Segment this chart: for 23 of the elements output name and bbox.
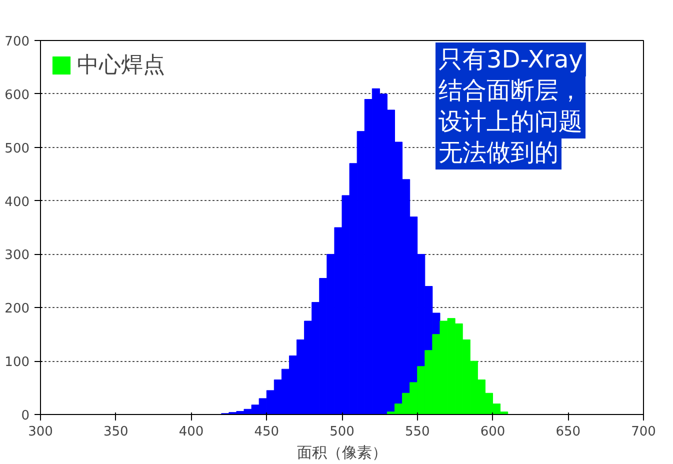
annotation: 结合面断层， [438,76,582,104]
y-tick-label: 0 [21,408,30,424]
legend-label: 中心焊点 [77,52,165,80]
y-tick-label: 300 [4,248,30,264]
x-tick-label: 600 [480,424,506,440]
y-tick-label: 600 [4,88,30,103]
x-tick-label: 300 [28,424,53,440]
annotation: 只有3D-Xray [438,46,583,74]
y-tick-label: 700 [4,34,30,50]
x-tick-label: 350 [103,424,128,440]
x-tick-label: 650 [556,424,581,440]
y-tick-label: 400 [4,194,30,210]
x-tick-label: 700 [631,424,656,440]
x-tick-label: 500 [330,424,354,440]
y-tick-label: 100 [4,355,30,370]
annotation: 无法做到的 [438,138,558,166]
annotation: 设计上的问题 [438,108,582,136]
x-tick-label: 450 [254,424,280,440]
y-tick-label: 500 [4,141,30,156]
x-tick-label: 550 [404,424,430,440]
x-axis-title: 面积（像素） [297,444,387,462]
x-tick-label: 400 [178,424,204,440]
y-tick-label: 200 [4,302,30,317]
